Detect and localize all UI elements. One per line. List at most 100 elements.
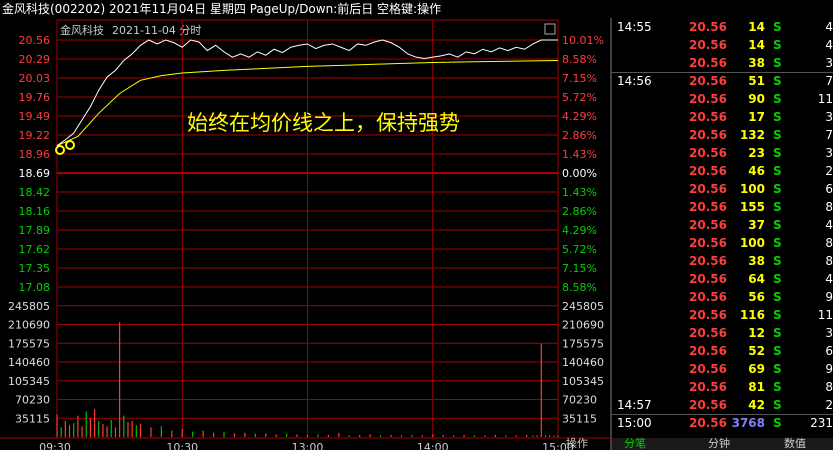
tick-cnt: 8	[825, 254, 833, 268]
tick-vol: 14	[748, 20, 765, 34]
volume-tick-label-right: 105345	[562, 375, 604, 388]
tick-side: S	[773, 308, 782, 322]
window-title: 金风科技(002202) 2021年11月04日 星期四 PageUp/Down…	[2, 2, 442, 16]
tick-row: 14:56 20.56 51 S 7	[611, 72, 833, 90]
tab-values[interactable]: 数值	[784, 437, 806, 450]
tick-price: 20.56	[689, 164, 727, 178]
tick-cnt: 4	[825, 20, 833, 34]
price-line	[56, 39, 558, 147]
tab-minutes[interactable]: 分钟	[708, 437, 730, 450]
tick-side: S	[773, 398, 782, 412]
volume-tick-label-right: 210690	[562, 319, 604, 332]
tick-vol: 81	[748, 380, 765, 394]
tab-ticks[interactable]: 分笔	[624, 437, 646, 450]
tick-side: S	[773, 182, 782, 196]
tick-row: 20.56 23 S 3	[611, 144, 833, 162]
tick-cnt: 4	[825, 272, 833, 286]
tick-row: 20.56 38 S 8	[611, 252, 833, 270]
tick-cnt: 3	[825, 110, 833, 124]
pct-tick-label: 7.15%	[562, 72, 597, 85]
price-tick-label: 18.96	[19, 148, 51, 161]
tick-price: 20.56	[689, 146, 727, 160]
pct-tick-label: 8.58%	[562, 281, 597, 294]
tick-cnt: 4	[825, 218, 833, 232]
volume-tick-label: 35115	[15, 412, 50, 425]
time-tick-label: 15:00	[542, 441, 574, 450]
tick-vol: 17	[748, 110, 765, 124]
tick-time: 14:55	[617, 20, 652, 34]
tick-side: S	[773, 56, 782, 70]
pct-tick-label: 4.29%	[562, 110, 597, 123]
volume-tick-label: 70230	[15, 394, 50, 407]
price-tick-label: 19.22	[19, 129, 51, 142]
tick-side: S	[773, 218, 782, 232]
tick-side: S	[773, 110, 782, 124]
volume-tick-label: 175575	[8, 337, 50, 350]
annotation-caption: 始终在均价线之上，保持强势	[187, 111, 460, 135]
tick-side: S	[773, 92, 782, 106]
tick-price: 20.56	[689, 110, 727, 124]
tick-time: 14:56	[617, 74, 652, 88]
tick-vol: 90	[748, 92, 765, 106]
tick-cnt: 8	[825, 200, 833, 214]
tick-cnt: 6	[825, 344, 833, 358]
operate-button[interactable]: 操作	[566, 437, 588, 450]
tick-vol: 132	[739, 128, 765, 142]
tick-price: 20.56	[689, 254, 727, 268]
tick-price: 20.56	[689, 380, 727, 394]
tick-vol: 116	[739, 308, 765, 322]
pct-tick-label: 2.86%	[562, 205, 597, 218]
tick-vol: 14	[748, 38, 765, 52]
tick-cnt: 3	[825, 146, 833, 160]
volume-tick-label-right: 35115	[562, 412, 597, 425]
chart-close-icon	[544, 23, 556, 35]
tick-price: 20.56	[689, 272, 727, 286]
tick-row: 20.56 37 S 4	[611, 216, 833, 234]
tick-side: S	[773, 272, 782, 286]
tick-row: 20.56 100 S 6	[611, 180, 833, 198]
volume-tick-label: 140460	[8, 356, 50, 369]
tick-side: S	[773, 416, 782, 430]
tick-cnt: 3	[825, 326, 833, 340]
tick-price: 20.56	[689, 200, 727, 214]
tick-price: 20.56	[689, 416, 727, 430]
tick-side: S	[773, 344, 782, 358]
tick-cnt: 9	[825, 362, 833, 376]
tick-panel-tabs: 分笔 分钟 数值	[612, 437, 833, 450]
tick-cnt: 231	[810, 416, 833, 430]
tick-cnt: 3	[825, 56, 833, 70]
tick-row: 20.56 52 S 6	[611, 342, 833, 360]
tick-side: S	[773, 200, 782, 214]
tick-row: 15:00 20.56 3768 S 231	[611, 414, 833, 432]
pct-tick-label: 1.43%	[562, 148, 597, 161]
tick-row: 14:55 20.56 14 S 4	[611, 18, 833, 36]
tick-price: 20.56	[689, 290, 727, 304]
tick-vol: 12	[748, 326, 765, 340]
tick-cnt: 6	[825, 182, 833, 196]
tick-row: 20.56 17 S 3	[611, 108, 833, 126]
pct-tick-label: 5.72%	[562, 91, 597, 104]
time-tick-label: 13:00	[292, 441, 324, 450]
buy-marker-icon	[65, 140, 75, 150]
tick-side: S	[773, 164, 782, 178]
tick-side: S	[773, 362, 782, 376]
price-tick-label: 20.56	[19, 34, 51, 47]
tick-price: 20.56	[689, 92, 727, 106]
tick-side: S	[773, 20, 782, 34]
tick-cnt: 2	[825, 164, 833, 178]
title-bar: 金风科技(002202) 2021年11月04日 星期四 PageUp/Down…	[0, 0, 833, 18]
price-tick-label: 17.35	[19, 262, 51, 275]
tick-row: 20.56 90 S 11	[611, 90, 833, 108]
tick-row: 20.56 100 S 8	[611, 234, 833, 252]
tick-cnt: 11	[817, 308, 833, 322]
tick-vol: 23	[748, 146, 765, 160]
price-tick-label: 20.29	[19, 53, 51, 66]
tick-vol: 69	[748, 362, 765, 376]
price-tick-label: 18.42	[19, 186, 51, 199]
tick-row: 20.56 14 S 4	[611, 36, 833, 54]
time-tick-label: 10:30	[166, 441, 198, 450]
price-tick-label: 17.62	[19, 243, 51, 256]
tick-list[interactable]: 14:55 20.56 14 S 4 20.56 14 S 4 20.56 38 S 3 14:56 20.…	[611, 18, 833, 450]
